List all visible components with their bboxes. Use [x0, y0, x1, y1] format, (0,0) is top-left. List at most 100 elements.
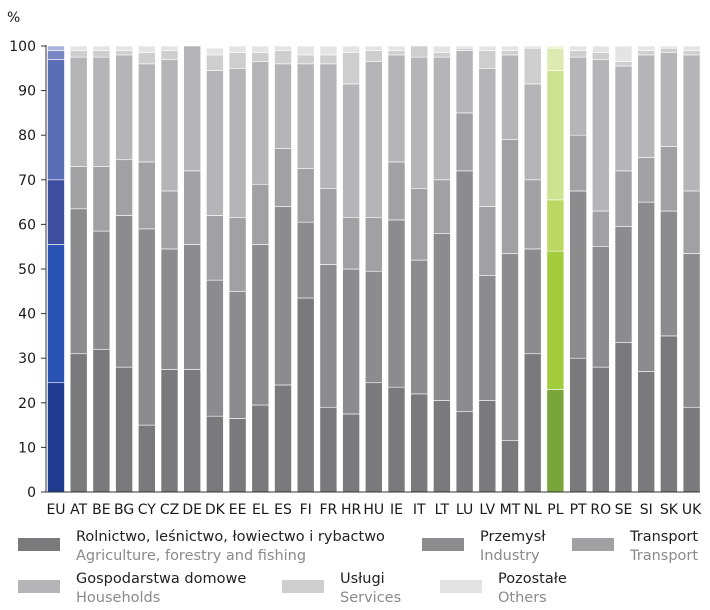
bar-segment-ie-4 [387, 50, 406, 56]
legend-label-en: Industry [480, 548, 540, 564]
bar-segment-cz-5 [160, 45, 179, 51]
bar-segment-nl-3 [523, 83, 542, 181]
bar-segment-cz-4 [160, 50, 179, 60]
bar-segment-lt-5 [433, 45, 451, 53]
bar-segment-fr-1 [319, 264, 338, 408]
x-tick-label-lt: LT [435, 502, 450, 518]
y-tick-label: 70 [18, 173, 36, 189]
y-tick-label: 90 [18, 84, 36, 100]
bar-segment-pl-5 [546, 45, 565, 49]
bar-segment-at-2 [69, 166, 88, 210]
bar-segment-hr-0 [342, 413, 360, 493]
legend-label-pl: Pozostałe [498, 571, 567, 587]
legend-label-pl: Usługi [340, 571, 385, 587]
bar-segment-pt-1 [569, 190, 587, 359]
bar-segment-lt-4 [433, 52, 451, 58]
bar-segment-bg-4 [115, 50, 133, 56]
bar-segment-sk-2 [660, 146, 678, 212]
bar-segment-es-3 [274, 63, 292, 149]
bar-segment-si-1 [637, 201, 656, 372]
x-tick-label-cz: CZ [160, 502, 179, 518]
bar-segment-eu-4 [47, 50, 65, 60]
bar-segment-ee-5 [228, 45, 247, 53]
x-tick-label-se: SE [615, 502, 633, 518]
bar-segment-dk-5 [206, 47, 224, 56]
bar-segment-eu-3 [47, 59, 65, 181]
bar-segment-ie-1 [387, 219, 406, 388]
x-tick-label-lv: LV [479, 502, 495, 518]
y-tick-label: 60 [18, 217, 36, 233]
bar-segment-ee-0 [228, 418, 247, 493]
bar-segment-ee-1 [228, 290, 247, 419]
x-tick-label-be: BE [92, 502, 110, 518]
x-tick-label-fr: FR [320, 502, 338, 518]
bar-segment-lv-2 [478, 206, 497, 276]
bar-segment-el-1 [251, 244, 270, 406]
x-tick-label-eu: EU [46, 502, 65, 518]
bar-segment-dk-0 [206, 415, 224, 493]
legend-label-en: Agriculture, forestry and fishing [76, 548, 307, 564]
bar-segment-el-2 [251, 183, 270, 245]
bar-segment-cz-1 [160, 248, 179, 370]
bar-segment-cy-3 [138, 63, 156, 163]
bar-segment-hu-0 [364, 382, 383, 493]
bar-segment-pt-4 [569, 50, 587, 58]
x-tick-label-de: DE [182, 502, 202, 518]
bar-segment-lv-0 [478, 400, 497, 493]
bar-segment-be-1 [92, 230, 111, 350]
bar-segment-es-2 [274, 148, 292, 207]
x-tick-label-pl: PL [547, 502, 563, 518]
bar-segment-fi-0 [296, 297, 315, 493]
bar-segment-bg-5 [115, 45, 133, 51]
bar-segment-hr-3 [342, 83, 360, 219]
bar-segment-se-3 [614, 65, 633, 172]
x-tick-label-pt: PT [570, 502, 587, 518]
bar-segment-lv-5 [478, 45, 497, 51]
bar-segment-el-4 [251, 52, 270, 62]
x-tick-label-mt: MT [500, 502, 521, 518]
bar-segment-fr-4 [319, 54, 338, 65]
bar-segment-lu-5 [455, 45, 474, 49]
bar-segment-dk-4 [206, 54, 224, 71]
bar-segment-mt-5 [501, 45, 519, 51]
bar-segment-se-1 [614, 226, 633, 343]
bar-segment-at-4 [69, 50, 88, 58]
bar-segment-ee-2 [228, 217, 247, 292]
legend-swatch [422, 538, 464, 551]
y-tick-label: 80 [18, 128, 36, 144]
bar-segment-lu-0 [455, 411, 474, 493]
bar-segment-lu-4 [455, 47, 474, 51]
bar-segment-at-3 [69, 56, 88, 167]
bar-segment-fr-5 [319, 45, 338, 56]
bar-segment-ro-2 [591, 210, 610, 248]
bar-segment-uk-5 [682, 45, 701, 51]
bar-segment-lv-4 [478, 50, 497, 69]
x-tick-label-hu: HU [363, 502, 384, 518]
bar-segment-hu-1 [364, 270, 383, 384]
bar-segment-se-4 [614, 61, 633, 67]
bar-segment-de-0 [183, 369, 201, 493]
bar-segment-lt-2 [433, 179, 451, 234]
bar-segment-se-0 [614, 342, 633, 493]
bar-segment-dk-2 [206, 215, 224, 281]
bar-segment-be-4 [92, 50, 111, 58]
bar-segment-se-2 [614, 170, 633, 227]
legend-label-en: Services [340, 590, 402, 606]
y-tick-label: 20 [18, 396, 36, 412]
bar-segment-cz-3 [160, 59, 179, 192]
bar-segment-lt-3 [433, 56, 451, 181]
x-tick-label-ie: IE [390, 502, 403, 518]
bar-segment-dk-3 [206, 70, 224, 216]
bar-segment-mt-3 [501, 54, 519, 140]
bar-segment-pl-1 [546, 250, 565, 390]
bar-segment-pl-3 [546, 70, 565, 201]
x-tick-label-es: ES [274, 502, 292, 518]
y-unit-label: % [7, 10, 20, 26]
bar-segment-sk-5 [660, 45, 678, 49]
bar-segment-bg-3 [115, 54, 133, 161]
bar-segment-lu-2 [455, 112, 474, 172]
bar-segment-ie-3 [387, 54, 406, 163]
bar-segment-es-4 [274, 50, 292, 65]
